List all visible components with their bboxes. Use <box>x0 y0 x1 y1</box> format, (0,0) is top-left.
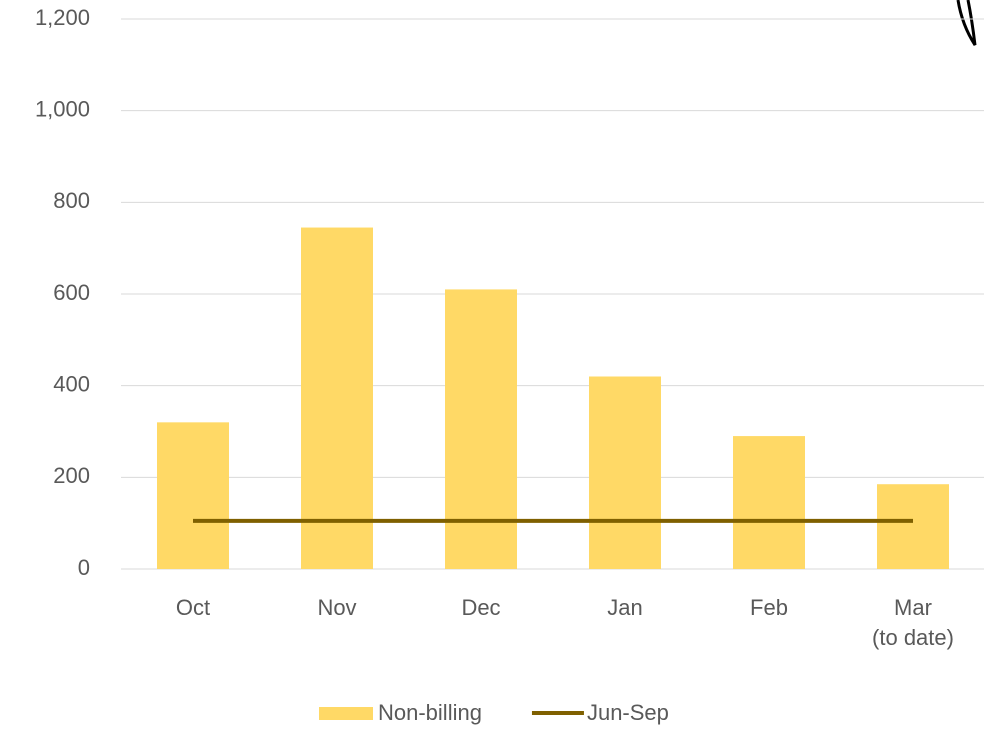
bar <box>157 422 229 569</box>
bar <box>301 227 373 569</box>
y-tick-label: 400 <box>53 371 90 396</box>
bar <box>733 436 805 569</box>
decoration <box>956 0 977 46</box>
y-tick-label: 600 <box>53 280 90 305</box>
x-tick-label: Feb <box>750 595 788 620</box>
legend-label: Non-billing <box>378 700 482 725</box>
x-tick-label: Oct <box>175 595 211 620</box>
x-tick-label: Mar (to date) <box>872 595 954 650</box>
bar <box>877 484 949 569</box>
y-tick-label: 1,200 <box>35 5 90 30</box>
x-tick-label: Nov <box>317 595 357 620</box>
y-tick-label: 800 <box>53 188 90 213</box>
x-tick-label: Jan <box>607 595 643 620</box>
y-tick-label: 1,000 <box>35 96 90 121</box>
x-tick-label: Dec <box>461 595 501 620</box>
y-tick-label: 200 <box>53 463 90 488</box>
legend-label: Jun-Sep <box>587 700 669 725</box>
bar <box>589 376 661 569</box>
bar <box>445 289 517 569</box>
y-tick-label: 0 <box>78 555 90 580</box>
legend-swatch <box>319 707 373 720</box>
